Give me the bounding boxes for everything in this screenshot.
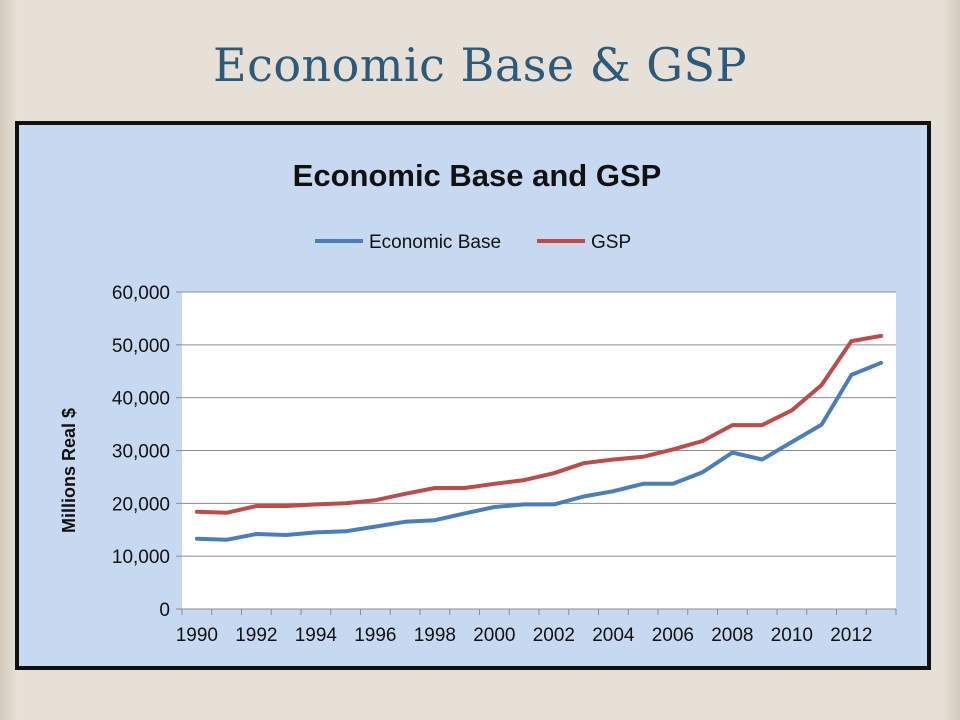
x-tick-label: 1994 xyxy=(295,625,338,646)
line-chart: Economic Base and GSP Economic Base GSP 0… xyxy=(59,158,897,646)
chart-frame: Economic Base and GSP Economic Base GSP 0… xyxy=(15,121,931,670)
y-tick-label: 60,000 xyxy=(112,283,170,304)
y-tick-label: 30,000 xyxy=(112,442,170,463)
series-line-gsp xyxy=(194,333,884,515)
y-tick-label: 20,000 xyxy=(112,494,170,515)
y-axis-ticks: 0 10,000 20,000 30,000 40,000 50,000 60,000 xyxy=(112,283,170,621)
y-tick-label: 0 xyxy=(159,600,170,621)
x-tick-label: 2006 xyxy=(652,625,694,646)
x-tick-label: 2012 xyxy=(830,625,872,646)
y-tick-label: 10,000 xyxy=(112,547,170,568)
x-axis-ticks: 1990 1992 1994 1996 1998 2000 2002 2004 2006 2008… xyxy=(176,625,873,646)
x-tick-label: 2000 xyxy=(473,625,515,646)
chart-legend: Economic Base GSP xyxy=(315,232,631,253)
x-tick-label: 1996 xyxy=(354,625,396,646)
x-tick-label: 1992 xyxy=(235,625,277,646)
x-tick-label: 2002 xyxy=(533,625,575,646)
slide-edge-shadow-left xyxy=(0,0,18,720)
slide-title: Economic Base & GSP xyxy=(212,38,748,92)
y-axis-label: Millions Real $ xyxy=(59,408,79,533)
legend-label: Economic Base xyxy=(369,232,501,253)
chart-title: Economic Base and GSP xyxy=(293,158,662,193)
x-tick-label: 1990 xyxy=(176,625,218,646)
x-tick-label: 2010 xyxy=(771,625,813,646)
legend-label: GSP xyxy=(591,232,631,253)
x-tick-label: 1998 xyxy=(414,625,456,646)
x-tick-label: 2004 xyxy=(592,625,635,646)
series-lines xyxy=(194,333,884,542)
y-tick-label: 40,000 xyxy=(112,389,170,410)
y-tick-label: 50,000 xyxy=(112,336,170,357)
series-line-economic-base xyxy=(194,360,884,542)
x-tick-label: 2008 xyxy=(711,625,753,646)
slide-edge-shadow-right xyxy=(942,0,960,720)
